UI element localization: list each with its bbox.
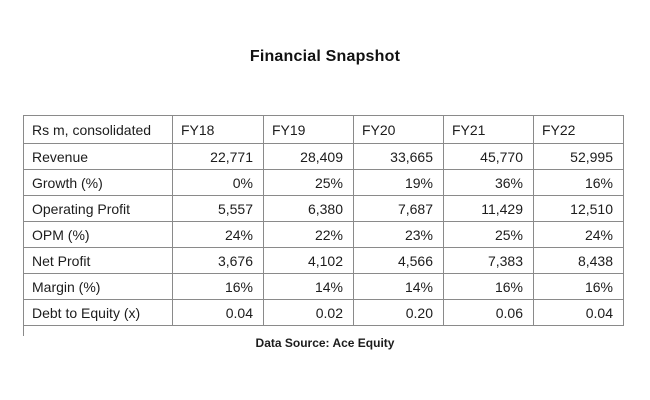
value-cell: 0.04 [533,299,624,326]
value-cell: 3,676 [172,247,264,274]
value-cell: 11,429 [443,195,534,222]
value-cell: 0.04 [172,299,264,326]
value-cell: 45,770 [443,143,534,170]
value-cell: 12,510 [533,195,624,222]
value-cell: 4,566 [353,247,444,274]
value-cell: 7,383 [443,247,534,274]
value-cell: 36% [443,169,534,196]
table-row: Debt to Equity (x) 0.04 0.02 0.20 0.06 0.04 [23,299,624,326]
table-row: Growth (%) 0% 25% 19% 36% 16% [23,169,624,196]
value-cell: 6,380 [263,195,354,222]
value-cell: 33,665 [353,143,444,170]
row-label-cell: Margin (%) [23,273,173,300]
value-cell: 16% [443,273,534,300]
value-cell: 24% [533,221,624,248]
value-cell: 16% [533,169,624,196]
value-cell: 16% [533,273,624,300]
row-label-cell: Revenue [23,143,173,170]
column-header-cell: FY20 [353,115,444,144]
value-cell: 0% [172,169,264,196]
column-header-cell: FY22 [533,115,624,144]
value-cell: 16% [172,273,264,300]
financial-table: Rs m, consolidated FY18 FY19 FY20 FY21 FY22 R… [23,115,624,326]
row-label-cell: Operating Profit [23,195,173,222]
page-title: Financial Snapshot [249,48,401,65]
column-header-cell: FY19 [263,115,354,144]
value-cell: 24% [172,221,264,248]
value-cell: 14% [353,273,444,300]
value-cell: 19% [353,169,444,196]
table-body: Revenue 22,771 28,409 33,665 45,770 52,995 Gro… [23,143,624,326]
data-source-note: Data Source: Ace Equity [255,336,395,350]
value-cell: 52,995 [533,143,624,170]
table-row: Net Profit 3,676 4,102 4,566 7,383 8,438 [23,247,624,274]
row-label-cell: OPM (%) [23,221,173,248]
value-cell: 7,687 [353,195,444,222]
value-cell: 4,102 [263,247,354,274]
table-row: Operating Profit 5,557 6,380 7,687 11,429 12,… [23,195,624,222]
table-row: OPM (%) 24% 22% 23% 25% 24% [23,221,624,248]
value-cell: 14% [263,273,354,300]
row-label-cell: Growth (%) [23,169,173,196]
row-label-cell: Net Profit [23,247,173,274]
table-row: Revenue 22,771 28,409 33,665 45,770 52,995 [23,143,624,170]
value-cell: 0.02 [263,299,354,326]
table-left-border-stub [23,323,24,336]
column-header-cell: FY18 [172,115,264,144]
value-cell: 22,771 [172,143,264,170]
value-cell: 8,438 [533,247,624,274]
value-cell: 5,557 [172,195,264,222]
value-cell: 0.20 [353,299,444,326]
table-row: Margin (%) 16% 14% 14% 16% 16% [23,273,624,300]
row-label-cell: Debt to Equity (x) [23,299,173,326]
value-cell: 25% [443,221,534,248]
column-header-cell: FY21 [443,115,534,144]
value-cell: 0.06 [443,299,534,326]
table-header: Rs m, consolidated FY18 FY19 FY20 FY21 FY22 [23,115,624,144]
value-cell: 25% [263,169,354,196]
value-cell: 22% [263,221,354,248]
header-row: Rs m, consolidated FY18 FY19 FY20 FY21 FY22 [23,115,624,144]
unit-header-cell: Rs m, consolidated [23,115,173,144]
value-cell: 23% [353,221,444,248]
value-cell: 28,409 [263,143,354,170]
